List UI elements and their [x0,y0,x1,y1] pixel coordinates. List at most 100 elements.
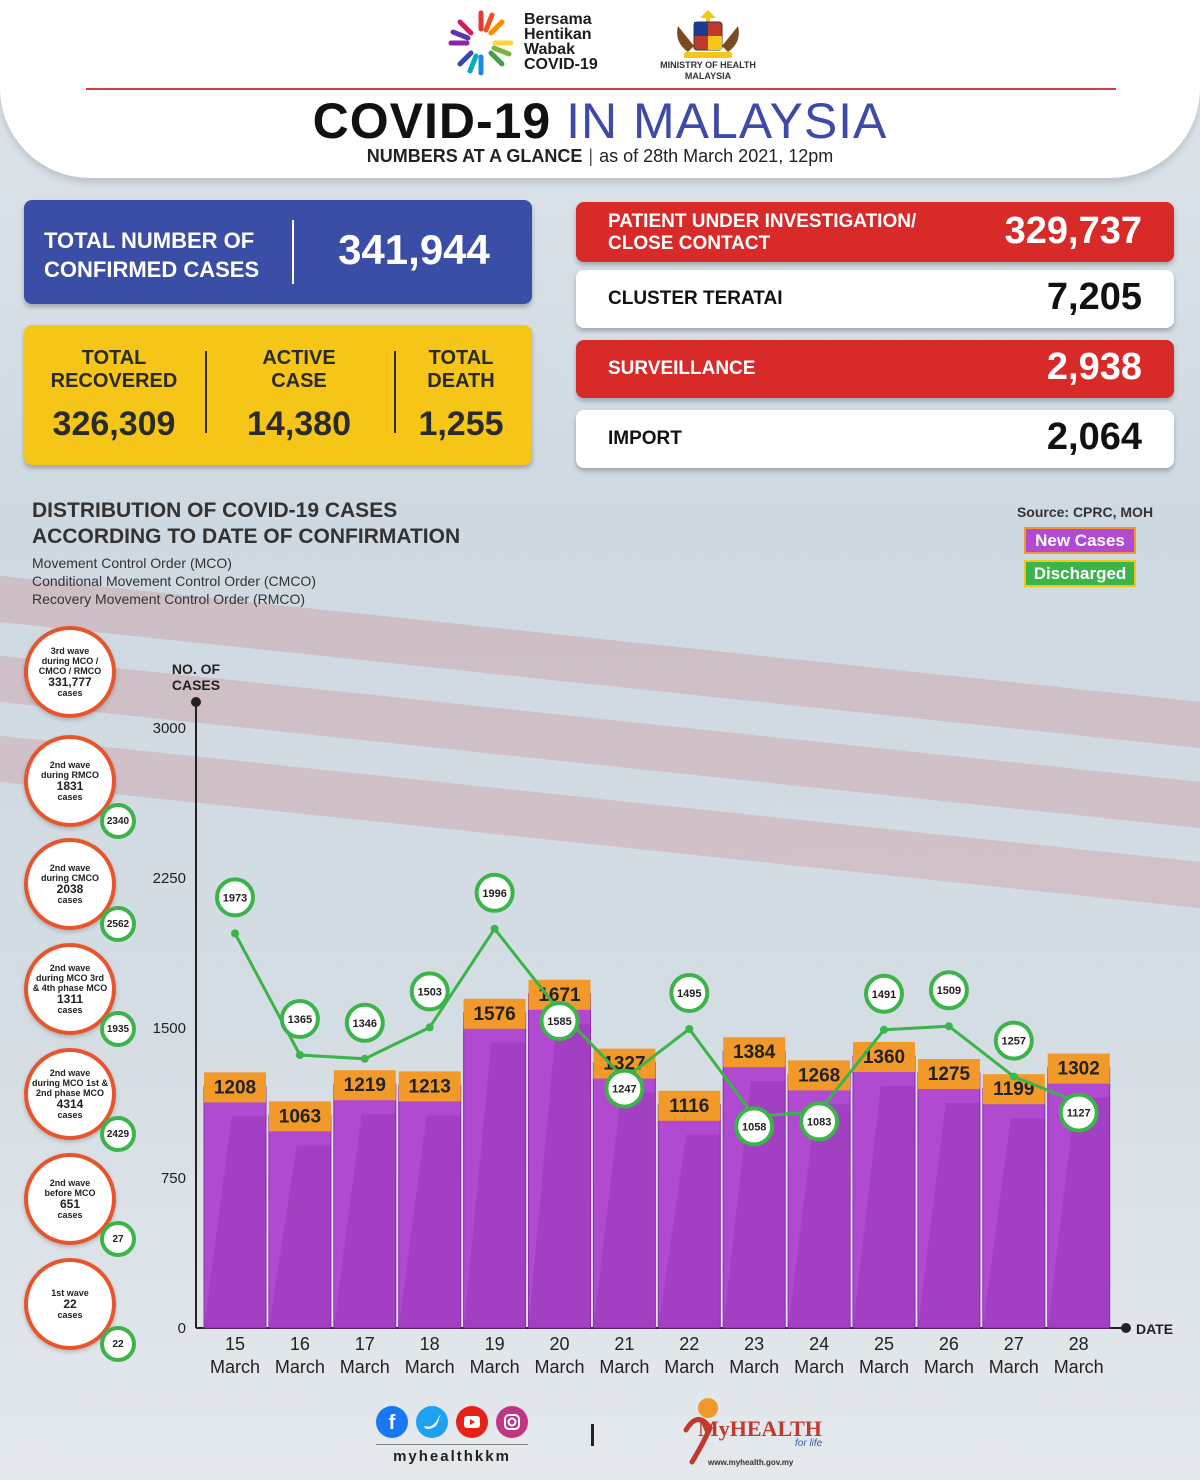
x-tick-month: March [210,1357,260,1377]
discharged-value-label: 1058 [742,1121,766,1133]
wave-discharged-badge: 2429 [100,1116,136,1152]
wave-line: during CMCO [41,873,99,883]
bar-value-label: 1302 [1058,1059,1100,1080]
page-subtitle: NUMBERS AT A GLANCE | as of 28th March 202… [0,146,1200,167]
active-label-line: ACTIVE [262,347,336,369]
outcomes-box: TOTAL RECOVERED 326,309 ACTIVE CASE 14,3… [24,325,532,465]
surveillance-label: SURVEILLANCE [608,358,756,379]
wave-circle: 2nd wave during MCO 1st & 2nd phase MCO 431… [24,1048,116,1140]
wave-text: 2nd wave during MCO 1st & 2nd phase MCO 431… [28,1068,112,1120]
wave-discharged-badge: 2340 [100,803,136,839]
bar-shade [788,1104,851,1328]
campaign-text: Bersama Hentikan Wabak COVID-19 [524,12,624,73]
discharged-marker [344,1002,385,1043]
x-tick-day: 23 [744,1334,764,1354]
x-tick-month: March [534,1357,584,1377]
wave-number: 2038 [56,882,84,896]
ministry-label: MINISTRY OF HEALTH MALAYSIA [640,60,776,82]
discharged-marker [799,1101,840,1142]
bar-value-label: 1671 [538,985,581,1006]
bar-label-bg [658,1090,721,1121]
wave-circle: 2nd wave during CMCO 2038 cases [24,838,116,930]
myhealth-tagline: for life [795,1438,823,1449]
chart-title: DISTRIBUTION OF COVID-19 CASES ACCORDING… [32,498,532,550]
wave-line: during RMCO [41,770,99,780]
x-tick-day: 27 [1004,1334,1024,1354]
discharged-marker [1058,1092,1099,1133]
wave-number: 1311 [56,992,84,1006]
source-note: Source: CPRC, MOH [1016,504,1154,520]
bar-new-cases [333,1083,397,1329]
bar-shade [853,1086,915,1328]
recovered-stat: TOTAL RECOVERED 326,309 [34,347,194,444]
bar-shade [204,1116,266,1328]
bar-shade [593,1092,656,1328]
wave-discharged-badge: 22 [100,1326,136,1362]
facebook-icon[interactable]: f [376,1406,408,1438]
x-tick-month: March [859,1357,909,1377]
bar-value-label: 1384 [733,1042,776,1063]
pui-label-line: CLOSE CONTACT [608,233,771,254]
x-tick-day: 18 [420,1334,440,1354]
bar-label-bg [398,1071,461,1102]
x-tick-day: 24 [809,1334,829,1354]
bar-shade [268,1145,331,1328]
confirmed-label-line: CONFIRMED CASES [44,257,260,282]
x-tick-month: March [729,1357,779,1377]
discharged-point [1009,1072,1018,1081]
ministry-line: MALAYSIA [684,71,732,81]
discharged-marker [928,970,969,1011]
social-handle: myhealthkkm [376,1444,528,1465]
bar-shade [917,1103,980,1328]
bar-new-cases [203,1085,267,1329]
bar-label-bg [463,998,526,1029]
discharged-point [231,929,239,938]
x-tick-month: March [470,1357,520,1377]
wave-line: before MCO [44,1188,96,1198]
instagram-icon[interactable] [496,1406,528,1438]
bar-value-label: 1219 [344,1075,386,1096]
youtube-icon[interactable] [456,1406,488,1438]
cluster-box: CLUSTER TERATAI 7,205 [576,270,1174,328]
bar-label-bg [333,1070,396,1101]
subtitle-separator: | [588,146,594,166]
x-tick-day: 16 [290,1334,310,1354]
myhealth-logo-icon [683,1398,718,1465]
wave-text: 2nd wave during CMCO 2038 cases [28,863,112,905]
import-value: 2,064 [1046,416,1142,458]
page-title: COVID-19 IN MALAYSIA [0,92,1200,150]
bar-new-cases [982,1087,1046,1329]
x-tick-month: March [405,1357,455,1377]
active-stat: ACTIVE CASE 14,380 [214,347,384,444]
campaign-line: COVID-19 [524,56,598,73]
discharged-marker [539,1001,580,1041]
bar-new-cases [398,1084,462,1329]
subtitle-date: as of 28th March 2021, 12pm [599,146,834,166]
wave-number: 22 [63,1297,77,1311]
discharged-marker [279,999,320,1039]
death-value: 1,255 [418,405,504,443]
discharged-point [944,1022,953,1031]
pui-box: PATIENT UNDER INVESTIGATION/ CLOSE CONTA… [576,202,1174,262]
wave-line: 2nd wave [49,1068,91,1078]
import-box: IMPORT 2,064 [576,410,1174,468]
chart-title-line: DISTRIBUTION OF COVID-19 CASES [32,499,398,522]
recovered-label-line: TOTAL [81,347,147,369]
bar-shade [1047,1097,1110,1328]
discharged-value-label: 1365 [288,1014,312,1026]
title-part-2: IN MALAYSIA [566,93,888,149]
wave-number: 4314 [56,1097,84,1111]
bar-value-label: 1275 [928,1064,971,1085]
x-tick-month: March [599,1357,649,1377]
y-tick-label: 1500 [153,1020,186,1037]
surveillance-value: 2,938 [1046,346,1142,388]
wave-unit: cases [57,1210,83,1220]
wave-line: 2nd wave [49,863,91,873]
chart-title-line: ACCORDING TO DATE OF CONFIRMATION [32,525,461,548]
wave-number: 331,777 [48,675,92,689]
phase-item: Conditional Movement Control Order (CMCO… [32,573,316,589]
wave-unit: cases [57,1110,83,1120]
twitter-icon[interactable] [416,1406,448,1438]
x-tick-month: March [275,1357,325,1377]
wave-text: 3rd wave during MCO / CMCO / RMCO 331,777 ca… [28,646,112,698]
